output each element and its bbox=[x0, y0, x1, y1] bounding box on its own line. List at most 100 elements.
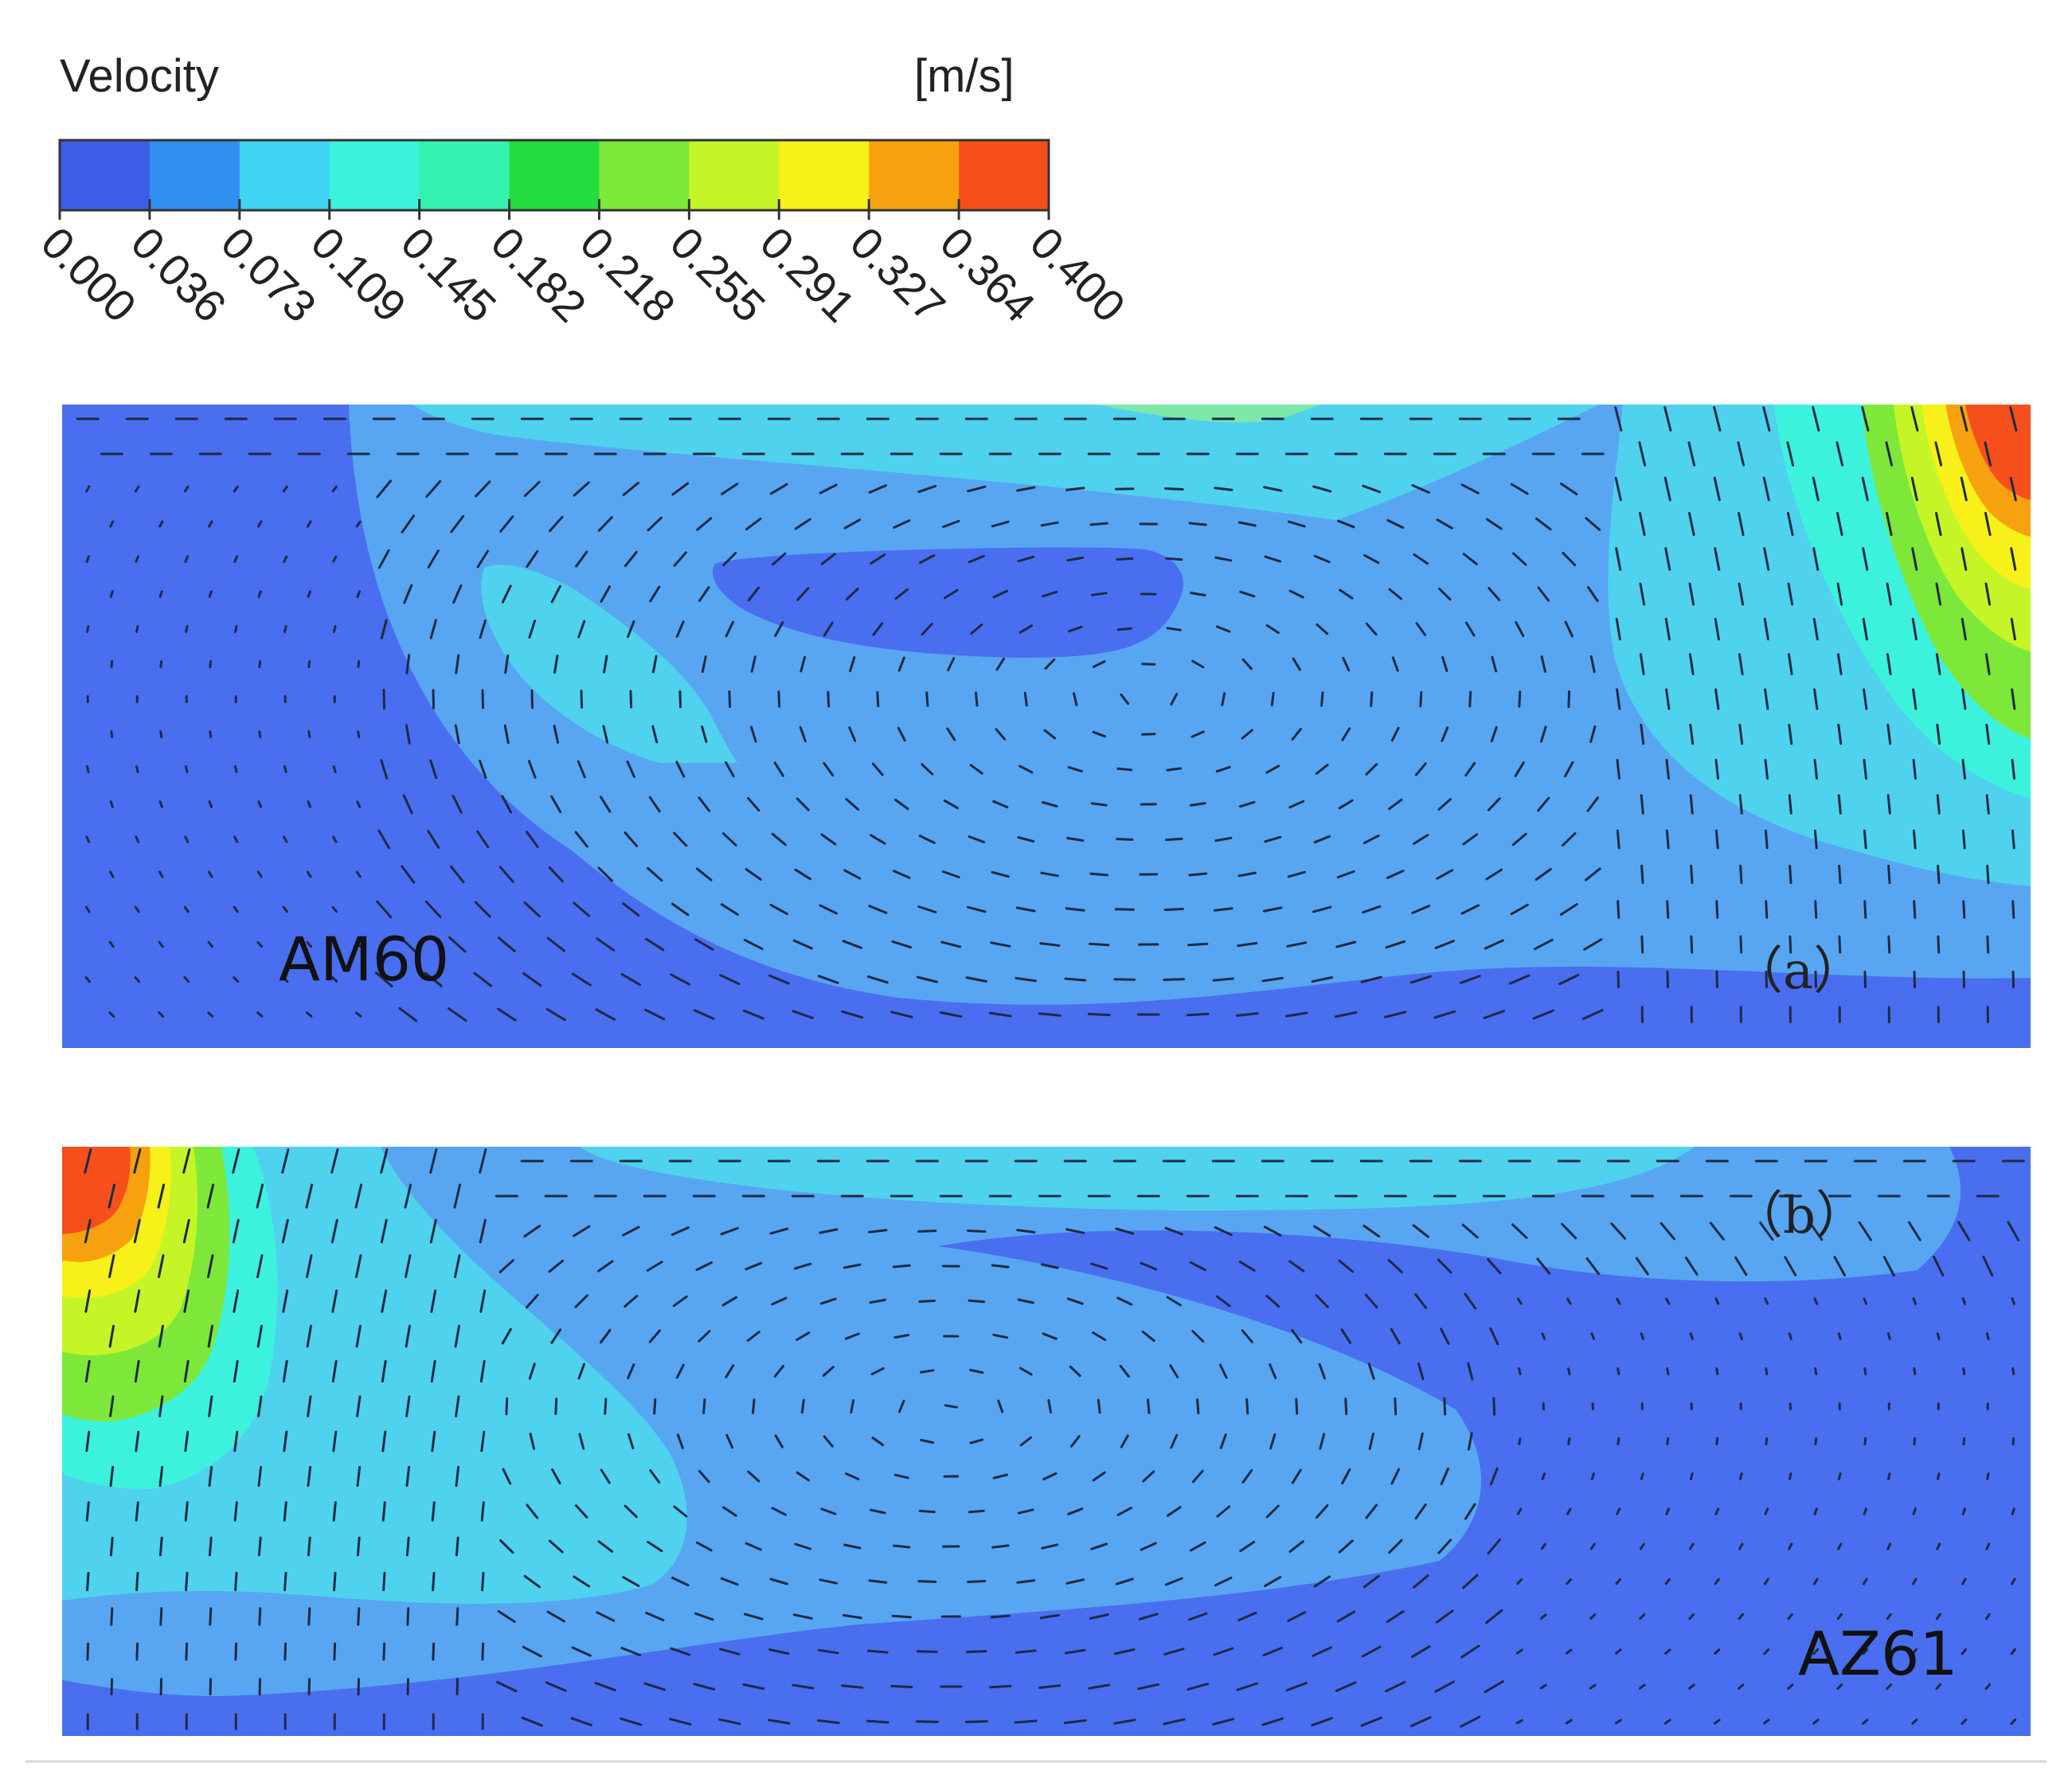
velocity-vector bbox=[1665, 688, 1671, 710]
velocity-vector bbox=[1189, 802, 1206, 807]
velocity-vector bbox=[604, 1398, 608, 1415]
velocity-vector bbox=[1663, 406, 1672, 432]
velocity-vector bbox=[356, 1395, 362, 1417]
velocity-vector bbox=[1014, 1649, 1037, 1654]
velocity-vector bbox=[676, 1433, 684, 1449]
velocity-vector bbox=[1837, 794, 1842, 815]
velocity-vector bbox=[2011, 1297, 2015, 1305]
velocity-vector bbox=[670, 1647, 691, 1656]
velocity-vector bbox=[479, 619, 487, 639]
velocity-vector bbox=[306, 1324, 312, 1348]
velocity-vector bbox=[678, 690, 682, 709]
velocity-vector bbox=[1664, 1648, 1671, 1655]
velocity-vector bbox=[401, 514, 415, 534]
velocity-vector bbox=[1639, 1683, 1646, 1690]
velocity-vector bbox=[597, 866, 614, 882]
velocity-vector bbox=[1759, 1222, 1774, 1241]
velocity-vector bbox=[182, 1148, 191, 1174]
velocity-vector bbox=[992, 589, 1008, 599]
velocity-vector bbox=[1116, 557, 1134, 561]
velocity-vector bbox=[771, 832, 787, 846]
velocity-vector bbox=[1984, 511, 1992, 537]
velocity-vector bbox=[1460, 483, 1480, 495]
velocity-vector bbox=[1344, 1398, 1348, 1415]
velocity-vector bbox=[448, 936, 467, 953]
velocity-vector bbox=[872, 622, 884, 636]
velocity-vector bbox=[947, 657, 956, 671]
velocity-vector bbox=[1092, 730, 1107, 738]
velocity-vector bbox=[621, 1226, 640, 1237]
velocity-vector bbox=[893, 519, 911, 529]
velocity-vector bbox=[968, 1299, 985, 1304]
velocity-vector bbox=[1516, 1578, 1523, 1585]
velocity-vector bbox=[332, 625, 337, 633]
velocity-vector bbox=[942, 519, 960, 529]
velocity-vector bbox=[745, 1542, 762, 1551]
velocity-vector bbox=[1270, 691, 1275, 707]
velocity-vector bbox=[1913, 900, 1917, 919]
velocity-vector bbox=[891, 940, 913, 949]
velocity-vector bbox=[1241, 729, 1253, 740]
velocity-vector bbox=[85, 835, 91, 843]
velocity-vector bbox=[1560, 483, 1578, 495]
velocity-vector bbox=[332, 835, 338, 843]
velocity-vector bbox=[1042, 1332, 1058, 1340]
velocity-vector bbox=[1166, 767, 1183, 772]
velocity-vector bbox=[1089, 872, 1109, 877]
velocity-vector bbox=[647, 1540, 663, 1553]
velocity-vector bbox=[1788, 1332, 1792, 1340]
velocity-vector bbox=[1142, 1470, 1155, 1483]
velocity-vector bbox=[1065, 1578, 1085, 1585]
velocity-vector bbox=[1765, 1437, 1769, 1445]
velocity-vector bbox=[357, 1607, 361, 1626]
velocity-vector bbox=[1812, 406, 1820, 432]
legend-unit: [m/s] bbox=[914, 50, 1014, 102]
velocity-vector bbox=[647, 516, 663, 532]
velocity-vector bbox=[380, 759, 389, 780]
velocity-vector bbox=[1460, 1644, 1480, 1659]
velocity-vector bbox=[1937, 864, 1941, 885]
velocity-vector bbox=[133, 1148, 142, 1174]
velocity-vector bbox=[1984, 441, 1992, 467]
velocity-vector bbox=[332, 765, 337, 773]
velocity-vector bbox=[1365, 622, 1378, 636]
velocity-vector bbox=[845, 587, 859, 601]
velocity-vector bbox=[1663, 476, 1671, 502]
velocity-vector bbox=[257, 1536, 262, 1557]
velocity-vector bbox=[1269, 1363, 1277, 1379]
velocity-vector bbox=[523, 901, 541, 917]
velocity-vector bbox=[1017, 1298, 1034, 1304]
velocity-vector bbox=[283, 625, 287, 633]
velocity-vector bbox=[1985, 794, 1990, 815]
velocity-vector bbox=[454, 1254, 461, 1278]
velocity-vector bbox=[455, 1607, 459, 1626]
velocity-vector bbox=[1388, 798, 1403, 811]
velocity-vector bbox=[1515, 1648, 1523, 1655]
velocity-vector bbox=[355, 520, 362, 528]
velocity-vector bbox=[1984, 582, 1992, 606]
velocity-vector bbox=[1833, 1256, 1846, 1277]
velocity-vector bbox=[1338, 1259, 1355, 1273]
velocity-vector bbox=[1564, 760, 1574, 778]
velocity-vector bbox=[1316, 1504, 1329, 1519]
velocity-vector bbox=[546, 936, 565, 952]
velocity-vector bbox=[1435, 1609, 1454, 1624]
velocity-vector bbox=[158, 590, 163, 598]
velocity-vector bbox=[257, 800, 262, 808]
velocity-vector bbox=[823, 761, 835, 777]
velocity-vector bbox=[1984, 1683, 1992, 1691]
velocity-vector bbox=[1813, 1297, 1819, 1305]
velocity-vector bbox=[719, 1648, 741, 1656]
velocity-vector bbox=[551, 1468, 561, 1484]
velocity-vector bbox=[184, 1430, 190, 1453]
velocity-vector bbox=[1092, 660, 1106, 668]
velocity-vector bbox=[940, 1011, 963, 1018]
velocity-vector bbox=[1038, 1684, 1061, 1689]
velocity-vector bbox=[232, 1218, 240, 1244]
velocity-vector bbox=[1114, 1648, 1136, 1656]
velocity-vector bbox=[283, 1430, 288, 1453]
velocity-vector bbox=[1384, 1011, 1407, 1019]
velocity-vector bbox=[283, 765, 287, 773]
velocity-vector bbox=[356, 590, 361, 598]
velocity-vector bbox=[134, 905, 140, 913]
